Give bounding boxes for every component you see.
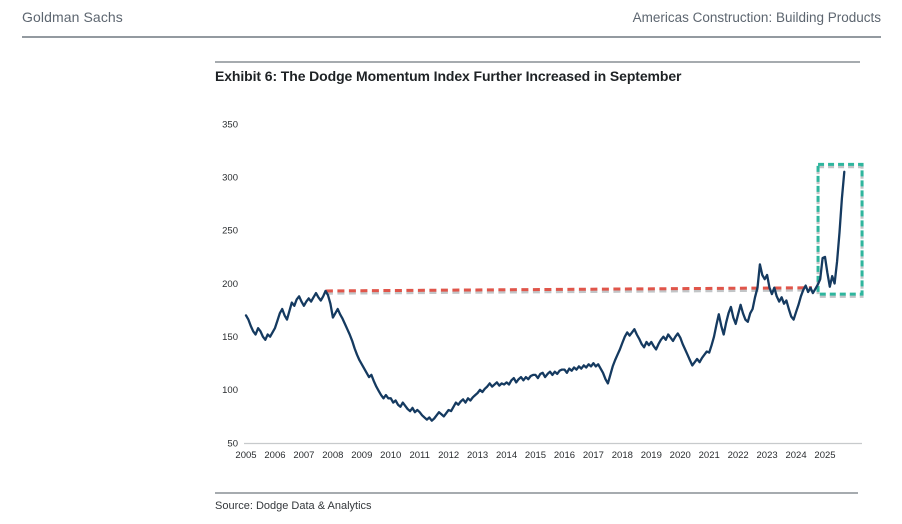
x-axis-tick-label: 2018 [612, 450, 633, 461]
x-axis-tick-label: 2019 [641, 450, 662, 461]
reference-line-shadow [325, 288, 812, 295]
exhibit-top-rule [215, 61, 860, 63]
exhibit-title: Exhibit 6: The Dodge Momentum Index Furt… [215, 68, 682, 84]
x-axis-tick-label: 2021 [699, 450, 720, 461]
y-axis-tick-label: 50 [227, 438, 238, 449]
x-axis-tick-label: 2011 [409, 450, 429, 461]
report-section-text: Americas Construction: Building Products [632, 10, 881, 25]
x-axis-tick-label: 2022 [728, 450, 749, 461]
brand-text: Goldman Sachs [22, 9, 123, 25]
y-axis-tick-label: 350 [222, 119, 238, 130]
x-axis-tick-label: 2008 [322, 450, 343, 461]
x-axis-tick-label: 2025 [814, 450, 835, 461]
x-axis-tick-label: 2013 [467, 450, 488, 461]
x-axis-tick-label: 2007 [293, 450, 314, 461]
x-axis-tick-label: 2020 [670, 450, 691, 461]
header-divider [22, 36, 881, 38]
x-axis-tick-label: 2012 [438, 450, 459, 461]
x-axis-tick-label: 2009 [351, 450, 372, 461]
x-axis-tick-label: 2006 [264, 450, 285, 461]
source-note: Source: Dodge Data & Analytics [215, 500, 372, 512]
x-axis-tick-label: 2024 [785, 450, 806, 461]
reference-dashed-line [325, 286, 812, 293]
x-axis-tick-label: 2016 [554, 450, 575, 461]
x-axis-tick-label: 2014 [496, 450, 517, 461]
y-axis-tick-label: 300 [222, 172, 238, 183]
x-axis-tick-label: 2005 [235, 450, 256, 461]
highlight-dashed-box [816, 162, 864, 296]
source-top-rule [215, 492, 858, 494]
y-axis-tick-label: 150 [222, 332, 238, 343]
y-axis-tick-label: 250 [222, 226, 238, 237]
x-axis-tick-label: 2010 [380, 450, 401, 461]
x-axis-tick-label: 2015 [525, 450, 546, 461]
y-axis-tick-label: 100 [222, 385, 238, 396]
x-axis-tick-label: 2023 [757, 450, 778, 461]
y-axis-tick-label: 200 [222, 279, 238, 290]
x-axis-tick-label: 2017 [583, 450, 604, 461]
dodge-momentum-index-line [244, 170, 846, 422]
